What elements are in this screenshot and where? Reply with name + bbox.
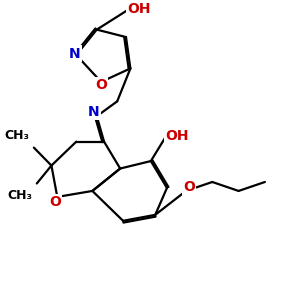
Text: O: O bbox=[49, 195, 61, 209]
Text: N: N bbox=[88, 105, 100, 119]
Text: OH: OH bbox=[127, 2, 150, 16]
Text: CH₃: CH₃ bbox=[4, 129, 29, 142]
Text: OH: OH bbox=[165, 129, 188, 143]
Text: N: N bbox=[69, 46, 81, 61]
Text: CH₃: CH₃ bbox=[8, 189, 32, 202]
Text: O: O bbox=[183, 180, 195, 194]
Text: O: O bbox=[95, 79, 107, 92]
